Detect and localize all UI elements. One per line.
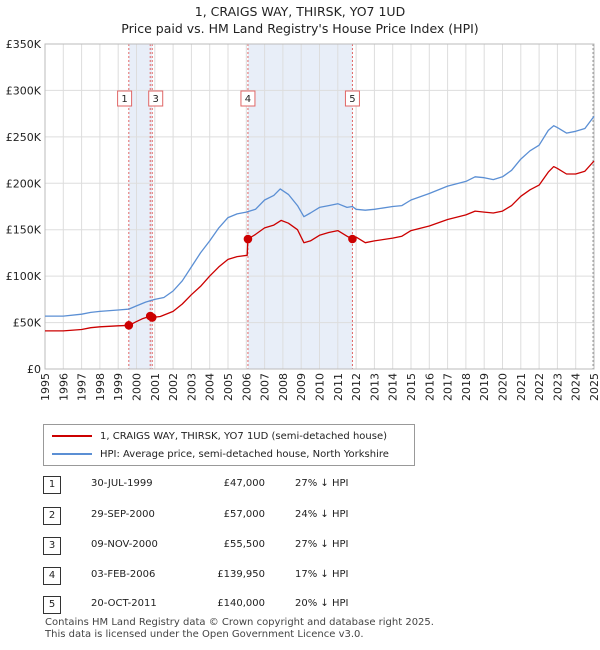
sale-number: 2 xyxy=(43,507,61,525)
x-tick-label: 2014 xyxy=(387,373,400,401)
x-tick-label: 2007 xyxy=(259,373,272,401)
sale-hpi-diff: 27% ↓ HPI xyxy=(295,539,349,550)
sale-point xyxy=(124,321,134,330)
x-tick-label: 2005 xyxy=(222,373,235,401)
x-tick-label: 2022 xyxy=(533,373,546,401)
sale-marker-label: 5 xyxy=(349,94,355,105)
x-tick-label: 2010 xyxy=(314,373,327,401)
sale-marker-box xyxy=(117,90,133,107)
sale-hpi-diff: 20% ↓ HPI xyxy=(295,598,349,609)
legend-entry-property: 1, CRAIGS WAY, THIRSK, YO7 1UD (semi-det… xyxy=(52,428,387,444)
x-tick-label: 2000 xyxy=(131,373,144,401)
sale-hpi-diff: 17% ↓ HPI xyxy=(295,569,349,580)
shaded-range xyxy=(128,44,153,369)
sale-point xyxy=(243,234,253,244)
x-tick-label: 2012 xyxy=(350,373,363,401)
sale-row: 2 29-SEP-2000 £57,000 24% ↓ HPI xyxy=(43,507,563,527)
sale-date: 09-NOV-2000 xyxy=(91,539,158,550)
x-tick-label: 2002 xyxy=(167,373,180,401)
sale-row: 3 09-NOV-2000 £55,500 27% ↓ HPI xyxy=(43,537,563,557)
legend-label-property: 1, CRAIGS WAY, THIRSK, YO7 1UD (semi-det… xyxy=(100,430,388,442)
y-tick-label: £200K xyxy=(6,177,42,190)
x-tick-label: 1997 xyxy=(76,373,89,401)
x-tick-label: 2001 xyxy=(149,373,162,401)
x-tick-label: 2021 xyxy=(515,373,528,401)
x-tick-label: 2025 xyxy=(588,373,600,401)
legend-swatch-red xyxy=(52,435,92,437)
x-tick-label: 2018 xyxy=(460,373,473,401)
x-tick-label: 1996 xyxy=(57,373,70,401)
x-tick-label: 2016 xyxy=(423,373,436,401)
sale-row: 5 20-OCT-2011 £140,000 20% ↓ HPI xyxy=(43,596,563,616)
x-tick-label: 2009 xyxy=(295,373,308,401)
sale-number: 5 xyxy=(43,596,61,614)
x-tick-label: 2003 xyxy=(185,373,198,401)
x-tick-label: 1999 xyxy=(112,373,125,401)
footer-license: This data is licensed under the Open Gov… xyxy=(45,629,364,640)
y-tick-label: £100K xyxy=(6,270,42,283)
sale-number: 4 xyxy=(43,567,61,585)
x-tick-label: 2006 xyxy=(240,373,253,401)
footer: Contains HM Land Registry data © Crown c… xyxy=(45,617,434,641)
sale-price: £139,950 xyxy=(217,569,265,580)
sale-marker-label: 4 xyxy=(245,94,251,105)
x-tick-label: 2020 xyxy=(497,373,510,401)
x-tick-label: 2023 xyxy=(551,373,564,401)
x-tick-label: 2015 xyxy=(405,373,418,401)
sale-price: £140,000 xyxy=(217,598,265,609)
plot-border xyxy=(44,43,595,370)
legend-label-hpi: HPI: Average price, semi-detached house,… xyxy=(100,448,389,460)
sale-marker-box xyxy=(240,90,256,107)
sale-point xyxy=(348,234,357,244)
chart-title: 1, CRAIGS WAY, THIRSK, YO7 1UD xyxy=(194,4,406,19)
y-tick-label: £350K xyxy=(6,38,42,51)
y-tick-label: £0 xyxy=(27,363,41,376)
sale-marker-box xyxy=(344,90,360,107)
sale-row: 1 30-JUL-1999 £47,000 27% ↓ HPI xyxy=(43,476,563,496)
x-tick-label: 2011 xyxy=(332,373,345,401)
sale-row: 4 03-FEB-2006 £139,950 17% ↓ HPI xyxy=(43,567,563,587)
x-tick-label: 2024 xyxy=(570,373,583,401)
sale-hpi-diff: 27% ↓ HPI xyxy=(295,478,349,489)
footer-copyright: Contains HM Land Registry data © Crown c… xyxy=(45,617,434,628)
x-tick-label: 2019 xyxy=(478,373,491,401)
sale-price: £47,000 xyxy=(223,478,265,489)
y-tick-label: £300K xyxy=(6,84,42,97)
x-tick-label: 2013 xyxy=(368,373,381,401)
price-chart: £0 £50K £100K £150K £200K £250K £300K £350K 1995… xyxy=(6,38,600,401)
sale-point xyxy=(147,313,157,322)
legend-entry-hpi: HPI: Average price, semi-detached house,… xyxy=(52,446,389,462)
x-tick-label: 2004 xyxy=(204,373,217,401)
sale-marker-label: 1 xyxy=(121,94,127,105)
sale-hpi-diff: 24% ↓ HPI xyxy=(295,509,349,520)
sale-number: 1 xyxy=(43,476,61,494)
x-tick-label: 2017 xyxy=(442,373,455,401)
shaded-range xyxy=(247,44,353,369)
hpi-series-line xyxy=(45,116,595,317)
y-tick-label: £150K xyxy=(6,224,42,237)
sale-price: £55,500 xyxy=(223,539,265,550)
sale-marker-box xyxy=(148,90,164,107)
sale-price: £57,000 xyxy=(223,509,265,520)
y-tick-label: £250K xyxy=(6,131,42,144)
sale-date: 03-FEB-2006 xyxy=(91,569,156,580)
sale-marker-label: 3 xyxy=(153,94,159,105)
legend: 1, CRAIGS WAY, THIRSK, YO7 1UD (semi-det… xyxy=(43,424,415,466)
sale-number: 3 xyxy=(43,537,61,555)
legend-swatch-blue xyxy=(52,453,92,455)
x-tick-label: 1995 xyxy=(39,373,52,401)
sale-date: 20-OCT-2011 xyxy=(91,598,157,609)
x-tick-label: 2008 xyxy=(277,373,290,401)
sale-date: 29-SEP-2000 xyxy=(91,509,155,520)
chart-subtitle: Price paid vs. HM Land Registry's House … xyxy=(121,21,479,36)
y-tick-label: £50K xyxy=(13,317,42,330)
x-tick-label: 1998 xyxy=(94,373,107,401)
sale-date: 30-JUL-1999 xyxy=(91,478,153,489)
